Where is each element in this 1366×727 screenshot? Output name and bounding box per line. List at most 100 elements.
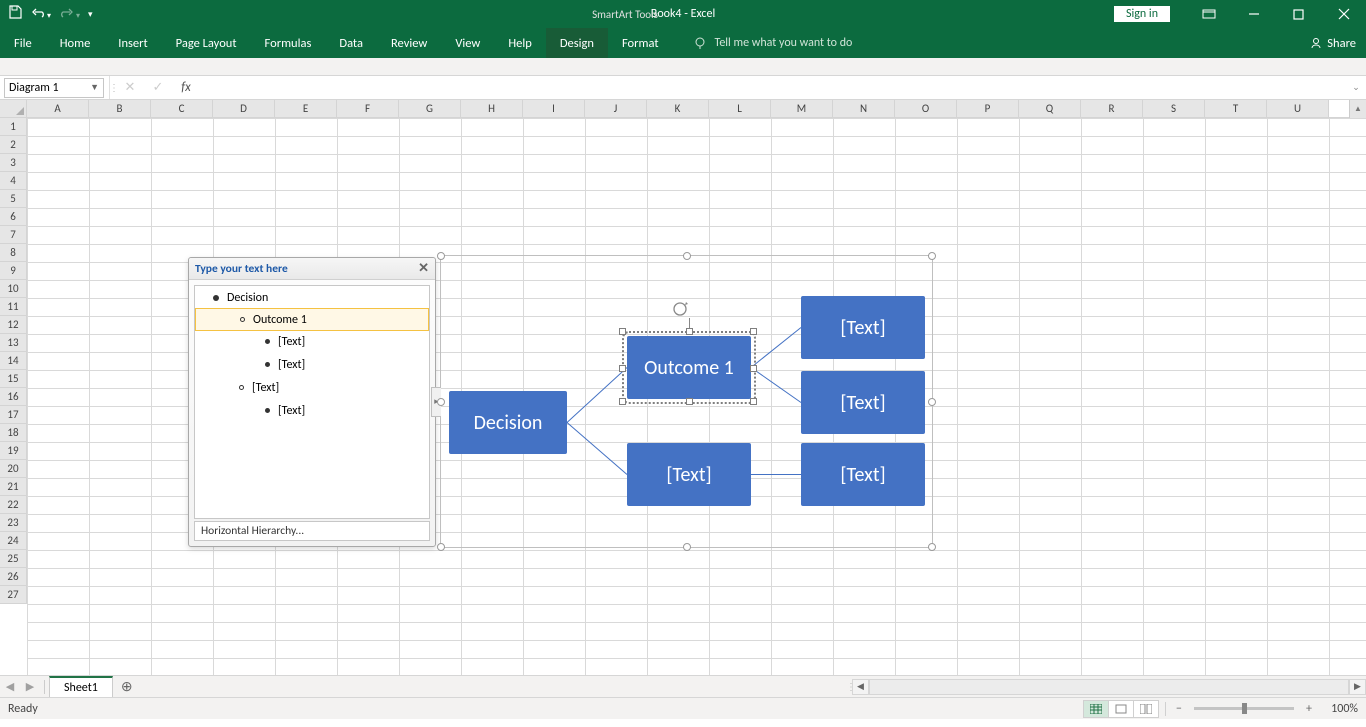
zoom-in-icon[interactable]: + — [1302, 702, 1316, 716]
tab-review[interactable]: Review — [377, 28, 441, 58]
row-header[interactable]: 5 — [0, 190, 27, 208]
node-resize-handle[interactable] — [619, 365, 626, 372]
worksheet-grid[interactable]: ABCDEFGHIJKLMNOPQRSTU 123456789101112131… — [0, 100, 1366, 697]
scrollbar-track[interactable] — [869, 679, 1349, 695]
column-header[interactable]: S — [1143, 100, 1205, 117]
row-header[interactable]: 13 — [0, 334, 27, 352]
row-header[interactable]: 2 — [0, 136, 27, 154]
row-header[interactable]: 27 — [0, 586, 27, 604]
row-header[interactable]: 21 — [0, 478, 27, 496]
horizontal-scrollbar[interactable]: ⋮ ◀ ▶ — [846, 676, 1366, 697]
redo-icon[interactable]: ▾ — [59, 6, 80, 22]
smartart-frame[interactable]: ▸ DecisionOutcome 1[Text][Text][Text][Te… — [440, 255, 933, 548]
textpane-footer[interactable]: Horizontal Hierarchy... — [194, 521, 430, 541]
row-header[interactable]: 26 — [0, 568, 27, 586]
tell-me-search[interactable]: Tell me what you want to do — [693, 28, 853, 58]
row-header[interactable]: 9 — [0, 262, 27, 280]
row-header[interactable]: 10 — [0, 280, 27, 298]
smartart-node[interactable]: Outcome 1 — [627, 336, 751, 399]
resize-handle-s[interactable] — [683, 543, 691, 551]
ribbon-display-options-icon[interactable] — [1186, 0, 1231, 28]
smartart-node[interactable]: [Text] — [801, 371, 925, 434]
chevron-down-icon[interactable]: ▼ — [90, 82, 99, 93]
tab-view[interactable]: View — [441, 28, 494, 58]
row-header[interactable]: 22 — [0, 496, 27, 514]
zoom-slider[interactable] — [1194, 707, 1294, 710]
name-box[interactable]: Diagram 1 ▼ — [4, 78, 104, 98]
sheet-nav-next-icon[interactable]: ▶ — [20, 680, 40, 693]
page-layout-view-icon[interactable] — [1108, 700, 1134, 718]
resize-handle-nw[interactable] — [437, 252, 445, 260]
column-header[interactable]: H — [461, 100, 523, 117]
tab-help[interactable]: Help — [494, 28, 545, 58]
column-header[interactable]: P — [957, 100, 1019, 117]
sheet-nav-prev-icon[interactable]: ◀ — [0, 680, 20, 693]
close-icon[interactable] — [1321, 0, 1366, 28]
fx-icon[interactable]: fx — [172, 80, 200, 95]
tab-file[interactable]: File — [0, 28, 46, 58]
row-header[interactable]: 12 — [0, 316, 27, 334]
tab-page-layout[interactable]: Page Layout — [162, 28, 251, 58]
column-header[interactable]: I — [523, 100, 585, 117]
column-header[interactable]: O — [895, 100, 957, 117]
rotate-handle-icon[interactable] — [671, 300, 689, 323]
column-header[interactable]: T — [1205, 100, 1267, 117]
textpane-item[interactable]: [Text] — [195, 353, 429, 376]
scroll-up-icon[interactable]: ▲ — [1349, 100, 1366, 118]
zoom-out-icon[interactable]: − — [1172, 702, 1186, 716]
scroll-right-icon[interactable]: ▶ — [1349, 679, 1366, 695]
smartart-node[interactable]: [Text] — [801, 443, 925, 506]
qat-customize-icon[interactable]: ▾ — [88, 9, 93, 20]
node-resize-handle[interactable] — [619, 398, 626, 405]
textpane-item[interactable]: Outcome 1 — [195, 308, 429, 331]
row-header[interactable]: 23 — [0, 514, 27, 532]
row-header[interactable]: 19 — [0, 442, 27, 460]
tab-insert[interactable]: Insert — [104, 28, 161, 58]
textpane-header[interactable]: Type your text here ✕ — [189, 258, 435, 280]
column-header[interactable]: E — [275, 100, 337, 117]
share-button[interactable]: Share — [1309, 28, 1356, 58]
column-header[interactable]: M — [771, 100, 833, 117]
row-header[interactable]: 25 — [0, 550, 27, 568]
row-header[interactable]: 20 — [0, 460, 27, 478]
column-header[interactable]: N — [833, 100, 895, 117]
page-break-view-icon[interactable] — [1133, 700, 1159, 718]
row-header[interactable]: 1 — [0, 118, 27, 136]
close-icon[interactable]: ✕ — [418, 261, 429, 276]
enter-formula-icon[interactable]: ✓ — [144, 80, 172, 95]
row-header[interactable]: 8 — [0, 244, 27, 262]
resize-handle-se[interactable] — [928, 543, 936, 551]
row-header[interactable]: 7 — [0, 226, 27, 244]
new-sheet-icon[interactable]: ⊕ — [113, 678, 141, 695]
column-header[interactable]: R — [1081, 100, 1143, 117]
row-header[interactable]: 18 — [0, 424, 27, 442]
maximize-icon[interactable] — [1276, 0, 1321, 28]
row-header[interactable]: 3 — [0, 154, 27, 172]
column-header[interactable]: B — [89, 100, 151, 117]
resize-handle-e[interactable] — [928, 398, 936, 406]
save-icon[interactable] — [8, 5, 22, 23]
sheet-tab-active[interactable]: Sheet1 — [49, 676, 113, 697]
textpane-item[interactable]: Decision — [195, 286, 429, 309]
tab-data[interactable]: Data — [325, 28, 377, 58]
smartart-node[interactable]: [Text] — [627, 443, 751, 506]
textpane-item[interactable]: [Text] — [195, 376, 429, 399]
tab-design[interactable]: Design — [546, 28, 608, 58]
column-header[interactable]: J — [585, 100, 647, 117]
column-header[interactable]: K — [647, 100, 709, 117]
tab-formulas[interactable]: Formulas — [251, 28, 326, 58]
column-header[interactable]: Q — [1019, 100, 1081, 117]
row-header[interactable]: 11 — [0, 298, 27, 316]
normal-view-icon[interactable] — [1083, 700, 1109, 718]
sign-in-button[interactable]: Sign in — [1114, 6, 1170, 22]
column-header[interactable]: G — [399, 100, 461, 117]
scroll-left-icon[interactable]: ◀ — [852, 679, 869, 695]
select-all-corner[interactable] — [0, 100, 27, 117]
node-resize-handle[interactable] — [686, 398, 693, 405]
column-header[interactable]: C — [151, 100, 213, 117]
resize-handle-n[interactable] — [683, 252, 691, 260]
textpane-body[interactable]: DecisionOutcome 1[Text][Text][Text][Text… — [194, 285, 430, 519]
node-resize-handle[interactable] — [750, 398, 757, 405]
smartart-node[interactable]: Decision — [449, 391, 567, 454]
resize-handle-ne[interactable] — [928, 252, 936, 260]
